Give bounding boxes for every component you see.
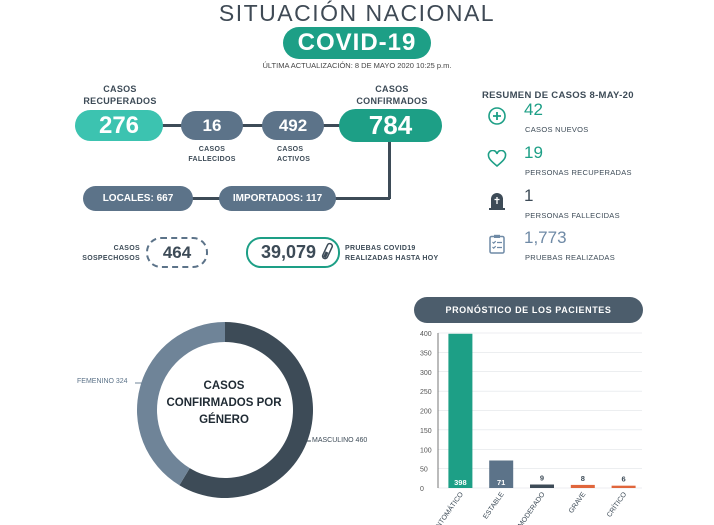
donut-title: CASOS CONFIRMADOS POR GÉNERO: [166, 380, 282, 426]
confirmados-label: CASOS CONFIRMADOS: [343, 83, 441, 107]
resumen-title: RESUMEN DE CASOS 8-MAY-20: [482, 90, 634, 101]
resumen-label-nuevos: CASOS NUEVOS: [525, 125, 589, 134]
resumen-value-pruebas: 1,773: [524, 228, 567, 247]
clipboard-icon: [489, 234, 505, 259]
bar-grave: [570, 484, 595, 488]
sospechosos-label-line1: CASOS: [113, 245, 140, 252]
activos-label-line2: ACTIVOS: [277, 156, 311, 163]
bar-estable: [489, 460, 514, 488]
bar-value-label: 398: [454, 478, 467, 487]
gender-donut-chart: [135, 322, 313, 498]
tombstone-icon: [489, 192, 505, 215]
last-update-text: ÚLTIMA ACTUALIZACIÓN: 8 DE MAYO 2020 10:…: [262, 61, 452, 70]
page-title: SITUACIÓN NACIONAL: [218, 0, 496, 26]
pruebas-label: PRUEBAS COVID19 REALIZADAS HASTA HOY: [345, 244, 455, 264]
confirmados-label-line2: CONFIRMADOS: [356, 96, 428, 106]
confirmados-value: 784: [339, 109, 442, 142]
recuperados-label-line2: RECUPERADOS: [83, 96, 157, 106]
bar-value-label: 6: [622, 475, 626, 484]
femenino-slice-label: FEMENINO 324: [77, 378, 128, 385]
y-tick-label: 50: [420, 467, 428, 474]
bar-moderado: [530, 484, 554, 488]
x-tick-label: MODERADO: [517, 491, 547, 525]
y-tick-label: 300: [420, 370, 432, 377]
importados-pill: IMPORTADOS: 117: [219, 186, 336, 211]
bar-asintomático: [448, 333, 473, 488]
bar-value-label: 9: [540, 474, 544, 483]
x-tick-label: CRÍTICO: [604, 490, 628, 519]
y-tick-label: 100: [420, 447, 432, 454]
resumen-label-recuperadas: PERSONAS RECUPERADAS: [525, 168, 632, 177]
pruebas-label-line1: PRUEBAS COVID19: [345, 245, 416, 252]
resumen-value-recuperadas: 19: [524, 143, 543, 162]
y-tick-label: 350: [420, 350, 432, 357]
resumen-value-fallecidas: 1: [524, 186, 534, 205]
confirmados-label-line1: CASOS: [375, 84, 409, 94]
bar-value-label: 8: [581, 474, 585, 483]
test-tube-icon: [321, 242, 333, 267]
connector-line: [160, 124, 350, 127]
pruebas-value: 39,079: [261, 242, 317, 262]
resumen-label-pruebas: PRUEBAS REALIZADAS: [525, 253, 616, 262]
bar-chart-title: PRONÓSTICO DE LOS PACIENTES: [414, 297, 643, 323]
y-tick-label: 150: [420, 428, 432, 435]
x-tick-label: ESTABLE: [482, 491, 506, 521]
fallecidos-label-line2: FALLECIDOS: [188, 156, 236, 163]
y-tick-label: 250: [420, 389, 432, 396]
plus-circle-icon: [488, 107, 506, 130]
prognosis-bar-chart: 0 50 100 150 200 250 300 350 400 398 INTOMÁTICO 71 E…: [420, 331, 642, 525]
activos-value: 492: [262, 111, 324, 140]
donut-slice-masculino: [179, 322, 313, 498]
donut-slice-femenino: [136, 322, 225, 486]
resumen-label-fallecidas: PERSONAS FALLECIDAS: [525, 211, 620, 220]
sospechosos-label-line2: SOSPECHOSOS: [82, 255, 140, 262]
fallecidos-label-line1: CASOS: [198, 146, 226, 153]
locales-pill: LOCALES: 667: [83, 186, 193, 211]
heart-icon: [487, 149, 507, 173]
y-tick-label: 400: [420, 331, 432, 338]
activos-label-line1: CASOS: [277, 146, 304, 153]
pruebas-label-line2: REALIZADAS HASTA HOY: [345, 255, 439, 262]
x-tick-label: GRAVE: [568, 491, 588, 515]
activos-label: CASOS ACTIVOS: [261, 145, 325, 165]
sospechosos-label: CASOS SOSPECHOSOS: [74, 244, 140, 264]
recuperados-label: CASOS RECUPERADOS: [74, 83, 166, 107]
covid-badge: COVID-19: [283, 27, 431, 59]
bar-crítico: [611, 485, 636, 488]
pruebas-pill: 39,079: [246, 237, 340, 268]
fallecidos-label: CASOS FALLECIDOS: [180, 145, 244, 165]
sospechosos-value: 464: [146, 237, 208, 268]
x-tick-label: INTOMÁTICO: [433, 490, 466, 525]
y-tick-label: 200: [420, 409, 432, 416]
connector-vertical: [388, 140, 391, 199]
bar-value-label: 71: [497, 478, 505, 487]
resumen-value-nuevos: 42: [524, 100, 543, 119]
recuperados-value: 276: [75, 110, 163, 141]
y-tick-label: 0: [420, 486, 424, 493]
fallecidos-value: 16: [181, 111, 243, 140]
recuperados-label-line1: CASOS: [103, 84, 137, 94]
masculino-slice-label: MASCULINO 460: [312, 437, 368, 444]
